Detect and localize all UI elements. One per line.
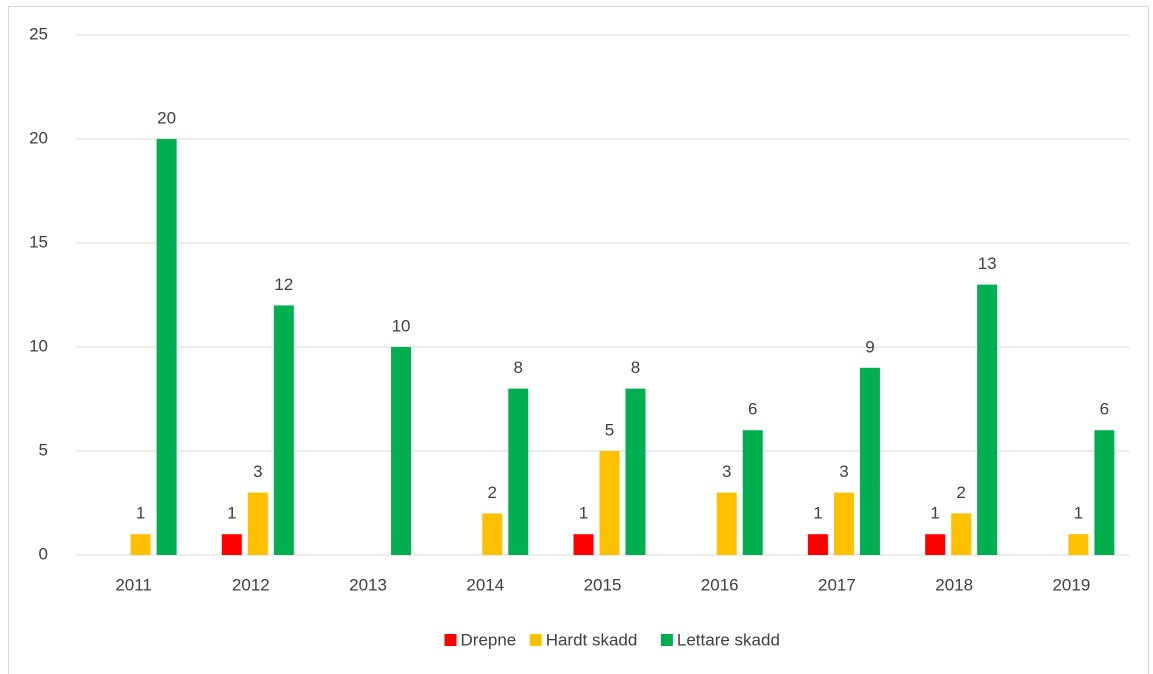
data-label: 8 <box>514 358 523 377</box>
data-label: 2 <box>956 483 965 502</box>
x-tick-label: 2013 <box>349 575 387 594</box>
bar <box>977 284 998 555</box>
x-tick-label: 2011 <box>115 575 152 594</box>
bar <box>1068 534 1089 555</box>
bar <box>482 513 503 555</box>
bar <box>221 534 242 555</box>
bar <box>391 347 412 555</box>
y-tick-label: 20 <box>29 128 48 147</box>
bar <box>573 534 594 555</box>
legend-label: Lettare skadd <box>677 630 780 649</box>
x-tick-label: 2014 <box>466 575 504 594</box>
data-label: 6 <box>1100 400 1109 419</box>
bar <box>833 492 854 555</box>
data-label: 10 <box>392 316 411 335</box>
y-tick-label: 25 <box>29 24 48 43</box>
bar <box>716 492 737 555</box>
data-label: 9 <box>865 337 874 356</box>
data-label: 12 <box>274 275 293 294</box>
bar <box>807 534 828 555</box>
bar <box>130 534 151 555</box>
legend-swatch <box>660 634 673 646</box>
bar <box>625 388 646 555</box>
legend-swatch <box>529 634 542 646</box>
x-tick-label: 2019 <box>1052 575 1090 594</box>
data-label: 5 <box>605 420 614 439</box>
bar <box>1094 430 1115 555</box>
data-label: 1 <box>1074 504 1083 523</box>
bar <box>925 534 946 555</box>
legend-label: Drepne <box>461 630 517 649</box>
chart-border <box>8 6 1149 674</box>
data-label: 3 <box>839 462 848 481</box>
data-label: 1 <box>813 504 822 523</box>
x-tick-label: 2015 <box>584 575 622 594</box>
y-tick-label: 0 <box>39 544 48 563</box>
y-tick-label: 10 <box>29 336 48 355</box>
bar <box>247 492 268 555</box>
x-tick-label: 2016 <box>701 575 739 594</box>
data-label: 8 <box>631 358 640 377</box>
x-tick-label: 2017 <box>818 575 856 594</box>
x-tick-label: 2018 <box>935 575 973 594</box>
legend-label: Hardt skadd <box>546 630 638 649</box>
data-label: 3 <box>253 462 262 481</box>
bar <box>273 305 294 555</box>
bar <box>742 430 763 555</box>
data-label: 2 <box>488 483 497 502</box>
bar <box>508 388 529 555</box>
data-label: 6 <box>748 400 757 419</box>
bar <box>156 139 177 555</box>
data-label: 1 <box>930 504 939 523</box>
data-label: 3 <box>722 462 731 481</box>
bar <box>951 513 972 555</box>
y-tick-label: 15 <box>29 232 48 251</box>
x-tick-label: 2012 <box>232 575 270 594</box>
data-label: 1 <box>579 504 588 523</box>
data-label: 20 <box>157 108 176 127</box>
y-tick-label: 5 <box>39 440 48 459</box>
bar <box>859 367 880 555</box>
data-label: 13 <box>978 254 997 273</box>
bar <box>599 451 620 555</box>
data-label: 1 <box>136 504 145 523</box>
data-label: 1 <box>227 504 236 523</box>
legend-swatch <box>444 634 457 646</box>
